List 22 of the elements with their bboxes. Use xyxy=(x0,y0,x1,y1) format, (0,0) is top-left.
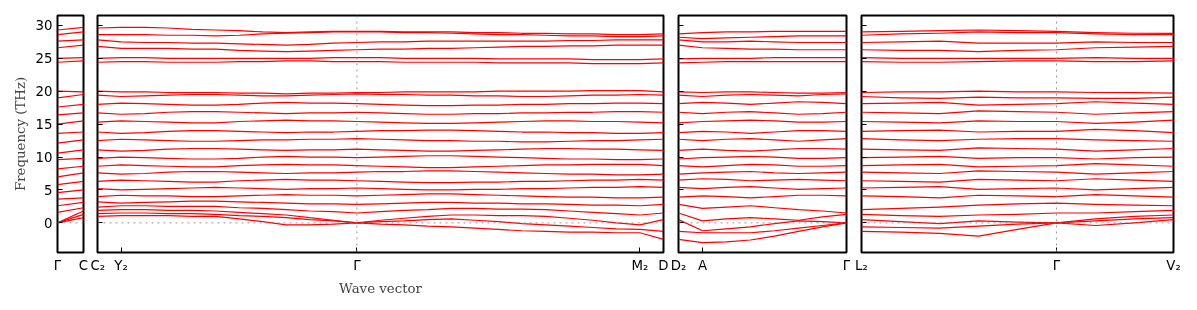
y-tick-label: 25 xyxy=(35,51,53,67)
x-tick-label: D₂ xyxy=(670,257,687,273)
x-tick-label: Γ xyxy=(1052,257,1061,273)
x-tick-label: C xyxy=(78,257,89,273)
x-tick-label: M₂ xyxy=(631,257,649,273)
x-axis-title: Wave vector xyxy=(339,280,423,296)
x-tick-label: Y₂ xyxy=(113,257,128,273)
y-tick-label: 5 xyxy=(44,182,53,198)
y-tick-label: 20 xyxy=(35,84,53,100)
x-tick-label: Γ xyxy=(353,257,362,273)
y-tick-label: 30 xyxy=(35,18,53,34)
y-tick-label: 10 xyxy=(35,150,53,166)
x-tick-label: A xyxy=(697,257,708,273)
x-tick-label: C₂ xyxy=(90,257,106,273)
x-tick-label: V₂ xyxy=(1166,257,1181,273)
x-tick-label: L₂ xyxy=(855,257,868,273)
y-tick-label: 0 xyxy=(44,215,53,231)
x-tick-label: Γ xyxy=(842,257,851,273)
x-tick-label: Γ xyxy=(53,257,62,273)
x-tick-label: D xyxy=(658,257,669,273)
y-axis-title: Frequency (THz) xyxy=(12,76,28,192)
y-tick-label: 15 xyxy=(35,117,53,133)
